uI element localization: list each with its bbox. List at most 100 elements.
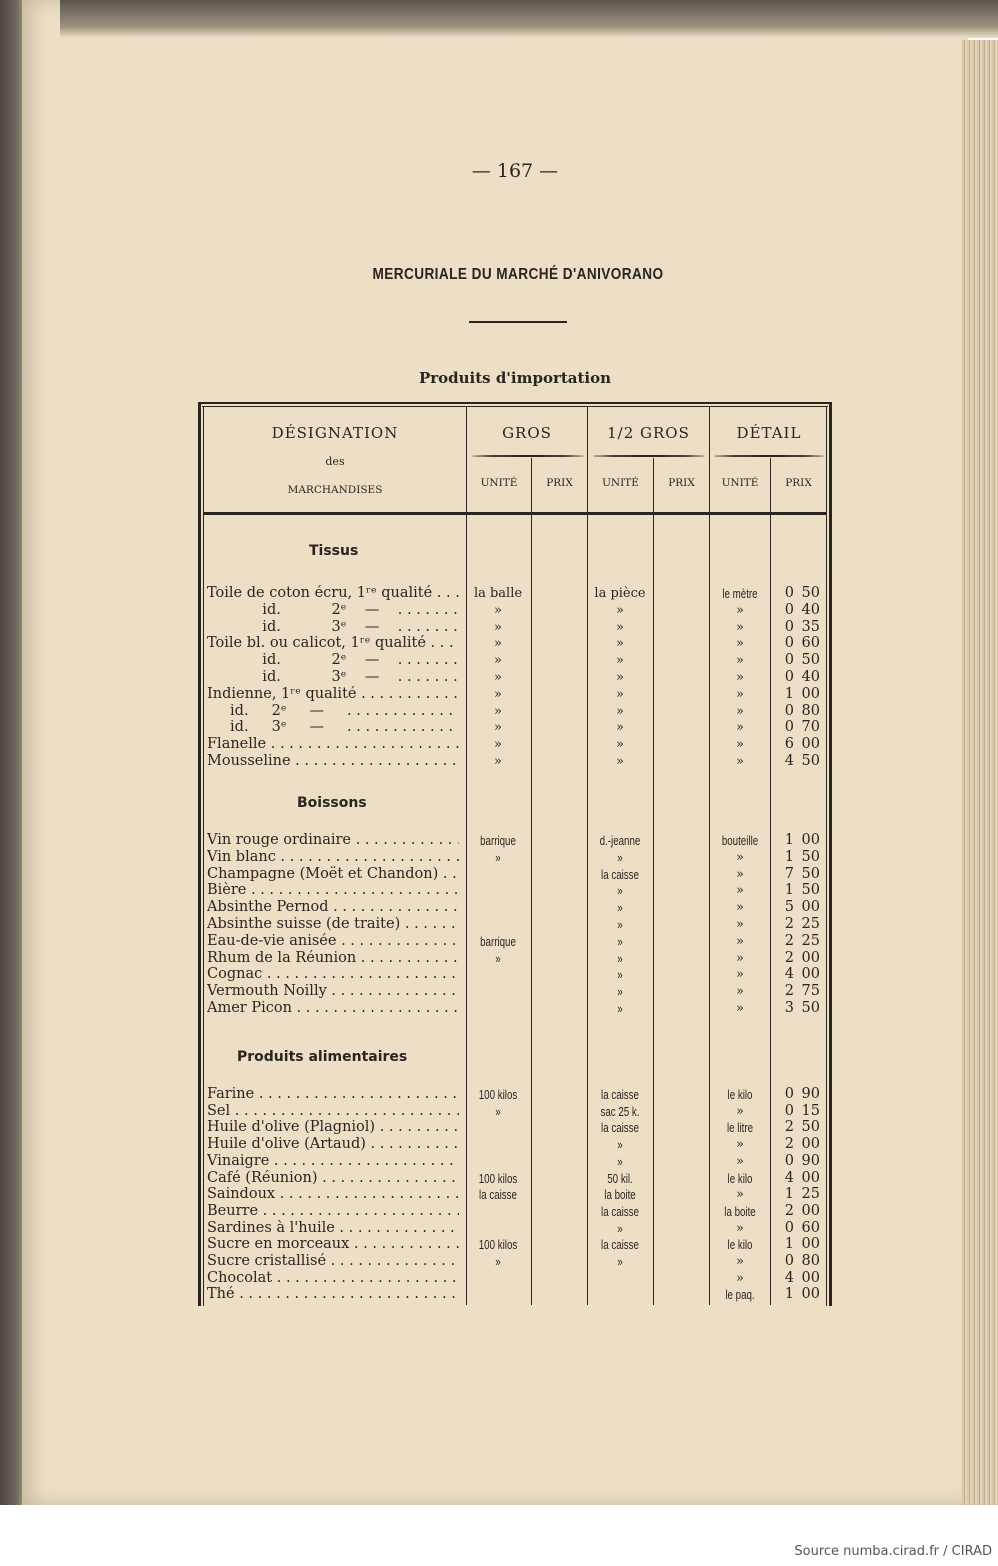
col-sep	[587, 407, 588, 1305]
detail-unit: »	[736, 1153, 744, 1169]
detail-unit: »	[736, 670, 744, 685]
table-border-right	[829, 402, 832, 1306]
detail-unit: »	[736, 1001, 744, 1016]
gros-unit: »	[494, 602, 502, 618]
demi-gros-unit: »	[616, 619, 624, 635]
detail-unit: bouteille	[721, 833, 759, 848]
table-border-left	[198, 402, 201, 1306]
detail-price: 1 50	[784, 882, 820, 899]
detail-price: 1 00	[784, 1286, 820, 1303]
item-name: Rhum de la Réunion	[207, 950, 459, 967]
detail-unit: »	[736, 602, 744, 618]
detail-unit: la boite	[724, 1203, 756, 1219]
item-name: Mousseline	[207, 753, 459, 770]
header-designation-des: des	[325, 455, 345, 468]
detail-unit: »	[736, 883, 744, 899]
demi-gros-unit: »	[616, 636, 624, 652]
detail-unit: »	[736, 1270, 744, 1286]
item-name: Saindoux	[207, 1186, 459, 1203]
gros-unit: »	[495, 1254, 501, 1269]
demi-gros-unit: sac 25 k.	[600, 1103, 640, 1119]
demi-gros-unit: »	[617, 917, 623, 932]
item-name: Beurre	[207, 1203, 459, 1220]
header-bottom-rule	[204, 512, 826, 515]
item-name: id. 2ᵉ —	[207, 602, 459, 619]
item-name: id. 3ᵉ —	[207, 719, 459, 736]
detail-price: 0 40	[784, 669, 820, 685]
col-sep	[770, 458, 771, 1305]
demi-gros-unit: »	[617, 883, 623, 899]
table-border-left-inner	[203, 406, 204, 1306]
detail-price: 1 50	[784, 848, 820, 865]
demi-gros-unit: la pièce	[594, 586, 646, 601]
detail-price: 2 00	[784, 949, 820, 966]
detail-unit: »	[736, 1137, 744, 1153]
detail-unit: »	[736, 849, 744, 865]
detail-price: 0 60	[784, 1219, 820, 1236]
detail-price: 0 70	[784, 719, 820, 736]
gros-unit: barrique	[480, 933, 516, 949]
item-name: Eau-de-vie anisée	[207, 933, 459, 950]
item-name: Indienne, 1ʳᵉ qualité	[207, 686, 459, 703]
item-name: Absinthe suisse (de traite)	[207, 916, 459, 933]
detail-price: 0 90	[784, 1152, 820, 1169]
gros-unit: »	[495, 849, 501, 865]
item-name: Sucre en morceaux	[207, 1236, 459, 1253]
detail-unit: »	[736, 754, 744, 769]
demi-gros-unit: la caisse	[601, 866, 639, 882]
demi-gros-unit: »	[617, 1153, 623, 1169]
header-demi-prix: PRIX	[668, 477, 695, 489]
table-border-top	[198, 402, 832, 404]
item-name: Huile d'olive (Artaud)	[207, 1136, 459, 1153]
item-name: Toile de coton écru, 1ʳᵉ qualité	[207, 585, 459, 602]
gros-unit: barrique	[480, 833, 516, 848]
demi-gros-unit: 50 kil.	[607, 1170, 633, 1186]
detail-price: 0 60	[784, 635, 820, 652]
brace-demi-gros	[593, 455, 705, 457]
demi-gros-unit: »	[616, 686, 624, 702]
detail-price: 2 00	[784, 1202, 820, 1219]
detail-price: 1 00	[784, 832, 820, 848]
detail-price: 0 90	[784, 1086, 820, 1102]
header-detail-prix: PRIX	[785, 477, 812, 489]
demi-gros-unit: »	[617, 1220, 623, 1236]
detail-unit: »	[736, 1187, 744, 1203]
gros-unit: »	[494, 636, 502, 652]
header-designation-marchandises: MARCHANDISES	[287, 484, 383, 496]
detail-unit: »	[736, 737, 744, 753]
detail-unit: le kilo	[727, 1170, 753, 1186]
demi-gros-unit: la boite	[604, 1187, 636, 1203]
header-detail-unite: UNITÉ	[721, 477, 759, 489]
detail-price: 4 00	[784, 1269, 820, 1286]
detail-price: 2 25	[784, 932, 820, 949]
detail-unit: le paq.	[725, 1287, 755, 1303]
page-top-shadow	[60, 0, 998, 38]
detail-price: 0 80	[784, 1253, 820, 1269]
header-designation: DÉSIGNATION	[271, 424, 399, 442]
item-name: Café (Réunion)	[207, 1170, 459, 1187]
item-name: Sardines à l'huile	[207, 1220, 459, 1237]
col-sep	[466, 407, 467, 1305]
col-sep	[709, 407, 710, 1305]
item-name: id. 3ᵉ —	[207, 619, 459, 636]
detail-unit: »	[736, 720, 744, 736]
item-name: Vin rouge ordinaire	[207, 832, 459, 849]
title-rule	[469, 321, 567, 323]
detail-price: 0 80	[784, 702, 820, 719]
demi-gros-unit: »	[616, 703, 624, 719]
detail-unit: »	[736, 686, 744, 702]
demi-gros-unit: la caisse	[601, 1087, 639, 1102]
gros-unit: »	[494, 670, 502, 685]
gros-unit: »	[495, 950, 501, 966]
detail-unit: »	[736, 866, 744, 882]
item-name: Vin blanc	[207, 849, 459, 866]
col-sep	[653, 458, 654, 1305]
gros-unit: »	[494, 754, 502, 769]
page-edges	[962, 40, 998, 1505]
detail-unit: »	[736, 619, 744, 635]
table-subtitle: Produits d'importation	[418, 369, 612, 387]
section-heading: Tissus	[309, 543, 359, 559]
demi-gros-unit: la caisse	[601, 1237, 639, 1253]
gros-unit: »	[494, 720, 502, 736]
table-border-top-inner	[202, 406, 828, 407]
